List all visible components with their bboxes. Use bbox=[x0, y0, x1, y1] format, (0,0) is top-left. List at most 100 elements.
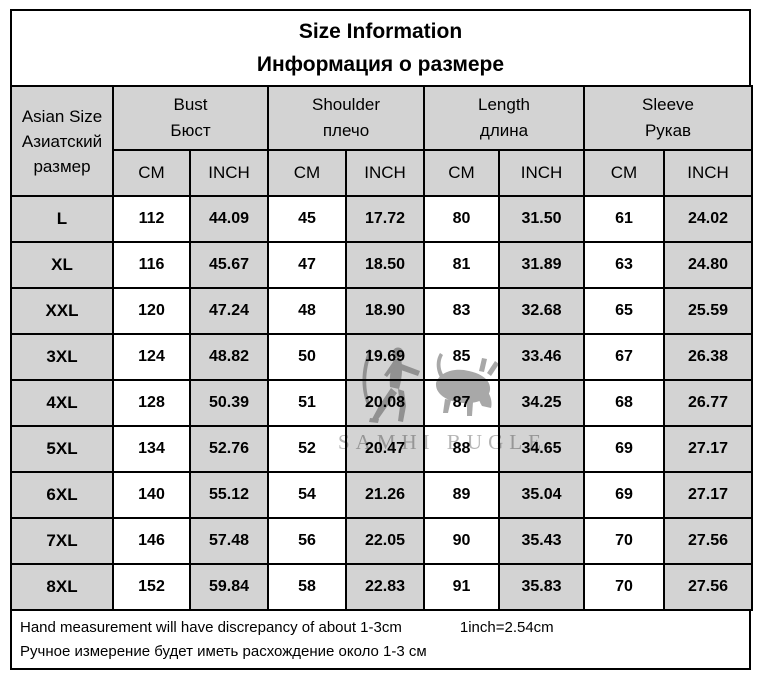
value-cell: 128 bbox=[112, 379, 191, 427]
value-cell: 26.38 bbox=[663, 333, 754, 381]
value-cell: 32.68 bbox=[498, 287, 586, 335]
value-cell: 27.56 bbox=[663, 517, 754, 565]
value-cell: 120 bbox=[112, 287, 191, 335]
value-cell: 45.67 bbox=[188, 241, 270, 289]
value-cell: 34.65 bbox=[498, 425, 586, 473]
value-cell: 27.17 bbox=[663, 425, 754, 473]
group-header-bust: Bust Бюст bbox=[111, 85, 270, 151]
group-header-length: Length длина bbox=[423, 85, 586, 151]
group-label-ru: длина bbox=[479, 121, 529, 140]
unit-header: INCH bbox=[498, 149, 586, 197]
value-cell: 65 bbox=[583, 287, 666, 335]
size-chart-sheet: Size Information Информация о размере As… bbox=[10, 9, 754, 670]
group-label-en: Bust bbox=[173, 95, 208, 114]
table-row: 3XL 124 48.82 50 19.69 85 33.46 67 26.38 bbox=[10, 333, 754, 381]
table-row: L 112 44.09 45 17.72 80 31.50 61 24.02 bbox=[10, 195, 754, 243]
value-cell: 52.76 bbox=[188, 425, 270, 473]
table-row: 5XL 134 52.76 52 20.47 88 34.65 69 27.17 bbox=[10, 425, 754, 473]
group-label-en: Length bbox=[478, 95, 531, 114]
value-cell: 50 bbox=[267, 333, 348, 381]
value-cell: 112 bbox=[112, 195, 191, 243]
value-cell: 67 bbox=[583, 333, 666, 381]
value-cell: 35.83 bbox=[498, 563, 586, 611]
unit-header-row: CM INCH CM INCH CM INCH CM INCH bbox=[11, 149, 754, 197]
value-cell: 33.46 bbox=[498, 333, 586, 381]
value-cell: 70 bbox=[583, 563, 666, 611]
unit-header: CM bbox=[112, 149, 191, 197]
value-cell: 69 bbox=[583, 425, 666, 473]
value-cell: 85 bbox=[423, 333, 501, 381]
value-cell: 90 bbox=[423, 517, 501, 565]
value-cell: 31.50 bbox=[498, 195, 586, 243]
measurement-note-ru: Ручное измерение будет иметь расхождение… bbox=[20, 643, 427, 660]
value-cell: 22.83 bbox=[345, 563, 426, 611]
group-label-ru: Бюст bbox=[170, 121, 211, 140]
size-label: 4XL bbox=[10, 379, 114, 427]
value-cell: 88 bbox=[423, 425, 501, 473]
value-cell: 47 bbox=[267, 241, 348, 289]
unit-header: INCH bbox=[188, 149, 270, 197]
value-cell: 20.08 bbox=[345, 379, 426, 427]
value-cell: 52 bbox=[267, 425, 348, 473]
value-cell: 20.47 bbox=[345, 425, 426, 473]
title-box: Size Information Информация о размере bbox=[10, 9, 751, 87]
value-cell: 56 bbox=[267, 517, 348, 565]
footer-line-en: Hand measurement will have discrepancy o… bbox=[20, 616, 741, 640]
value-cell: 24.80 bbox=[663, 241, 754, 289]
group-label-ru: Рукав bbox=[644, 121, 692, 140]
value-cell: 80 bbox=[423, 195, 501, 243]
table-row: 8XL 152 59.84 58 22.83 91 35.83 70 27.56 bbox=[10, 563, 754, 611]
value-cell: 27.17 bbox=[663, 471, 754, 519]
value-cell: 57.48 bbox=[188, 517, 270, 565]
value-cell: 87 bbox=[423, 379, 501, 427]
value-cell: 59.84 bbox=[188, 563, 270, 611]
size-label: L bbox=[10, 195, 114, 243]
value-cell: 55.12 bbox=[188, 471, 270, 519]
size-label: XXL bbox=[10, 287, 114, 335]
value-cell: 69 bbox=[583, 471, 666, 519]
value-cell: 140 bbox=[112, 471, 191, 519]
value-cell: 54 bbox=[267, 471, 348, 519]
value-cell: 31.89 bbox=[498, 241, 586, 289]
size-label: 3XL bbox=[10, 333, 114, 381]
value-cell: 26.77 bbox=[663, 379, 754, 427]
group-label-en: Shoulder bbox=[311, 95, 381, 114]
value-cell: 35.04 bbox=[498, 471, 586, 519]
size-label: 7XL bbox=[10, 517, 114, 565]
value-cell: 81 bbox=[423, 241, 501, 289]
value-cell: 21.26 bbox=[345, 471, 426, 519]
table-row: 6XL 140 55.12 54 21.26 89 35.04 69 27.17 bbox=[10, 471, 754, 519]
value-cell: 58 bbox=[267, 563, 348, 611]
unit-header: INCH bbox=[345, 149, 426, 197]
value-cell: 48 bbox=[267, 287, 348, 335]
table-row: 7XL 146 57.48 56 22.05 90 35.43 70 27.56 bbox=[10, 517, 754, 565]
value-cell: 134 bbox=[112, 425, 191, 473]
value-cell: 18.90 bbox=[345, 287, 426, 335]
table-row: 4XL 128 50.39 51 20.08 87 34.25 68 26.77 bbox=[10, 379, 754, 427]
unit-header: CM bbox=[267, 149, 348, 197]
group-header-shoulder: Shoulder плечо bbox=[267, 85, 426, 151]
measurement-note-en: Hand measurement will have discrepancy o… bbox=[20, 619, 402, 636]
value-cell: 24.02 bbox=[663, 195, 754, 243]
unit-header: CM bbox=[423, 149, 501, 197]
value-cell: 34.25 bbox=[498, 379, 586, 427]
size-label: XL bbox=[10, 241, 114, 289]
value-cell: 27.56 bbox=[663, 563, 754, 611]
unit-header: INCH bbox=[663, 149, 754, 197]
value-cell: 61 bbox=[583, 195, 666, 243]
value-cell: 19.69 bbox=[345, 333, 426, 381]
value-cell: 25.59 bbox=[663, 287, 754, 335]
group-header-sleeve: Sleeve Рукав bbox=[583, 85, 754, 151]
unit-header: CM bbox=[583, 149, 666, 197]
value-cell: 124 bbox=[112, 333, 191, 381]
size-label: 6XL bbox=[10, 471, 114, 519]
page-title-ru: Информация о размере bbox=[256, 53, 505, 76]
footer-note: Hand measurement will have discrepancy o… bbox=[10, 609, 751, 670]
value-cell: 18.50 bbox=[345, 241, 426, 289]
value-cell: 152 bbox=[112, 563, 191, 611]
value-cell: 44.09 bbox=[188, 195, 270, 243]
value-cell: 45 bbox=[267, 195, 348, 243]
table-row: XXL 120 47.24 48 18.90 83 32.68 65 25.59 bbox=[10, 287, 754, 335]
group-label-en: Sleeve bbox=[642, 95, 695, 114]
corner-header: Asian Size Азиатский размер bbox=[10, 85, 114, 197]
